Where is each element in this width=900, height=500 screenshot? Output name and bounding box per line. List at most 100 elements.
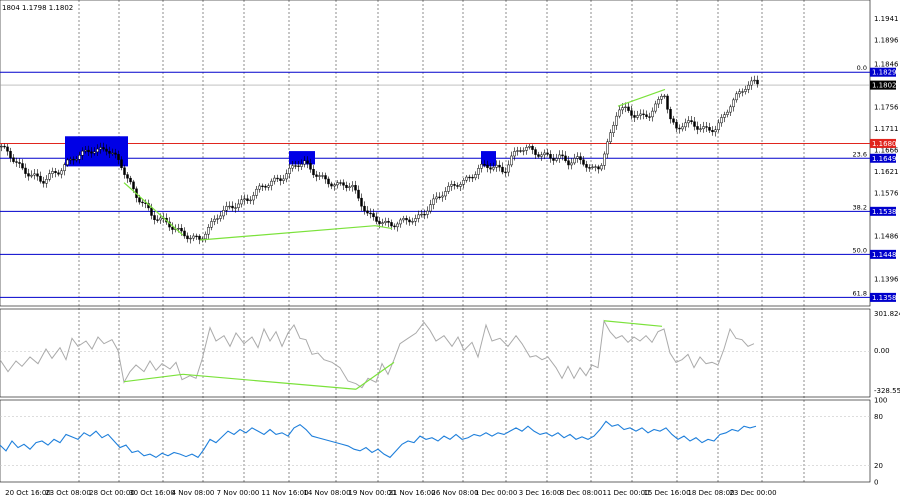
candle-body [294, 165, 297, 167]
oscillator-pane-frame [0, 399, 871, 483]
candle-body [33, 173, 36, 176]
candle-body [627, 106, 630, 111]
level-tag [870, 206, 896, 216]
candle-body [576, 156, 579, 159]
candle-body [690, 120, 693, 122]
candle-body [540, 154, 543, 157]
oscillator-tick-label: 0 [874, 479, 878, 487]
candle-body [258, 185, 261, 190]
candle-body [435, 196, 438, 200]
candle-body [342, 182, 345, 186]
fib-ratio-label: 50.0 [853, 246, 867, 254]
cci-pane: 301.8242 0.00 -328.551 [0, 308, 900, 398]
candle-body [270, 180, 273, 186]
candle-body [321, 175, 324, 177]
candle-body [81, 150, 84, 156]
candle-body [675, 122, 678, 129]
cci-divergence-trendline [123, 373, 184, 383]
level-tag [870, 153, 896, 163]
candle-body [153, 215, 156, 220]
candle-body [729, 106, 732, 113]
fib-ratio-label: 61.8 [853, 289, 867, 297]
candle-body [723, 114, 726, 118]
candle-body [423, 214, 426, 216]
candle-body [738, 91, 741, 95]
candle-body [753, 79, 756, 82]
candle-body [369, 212, 372, 215]
candle-body [75, 159, 78, 161]
time-tick-label: 8 Dec 08:00 [560, 489, 603, 497]
candle-body [408, 219, 411, 223]
candle-body [414, 218, 417, 222]
candle-body [402, 218, 405, 221]
candle-body [225, 206, 228, 211]
price-tick-label: 1.1711 [874, 125, 899, 133]
candle-body [273, 177, 276, 182]
price-tick-label: 1.1396 [874, 276, 899, 284]
time-tick-label: 15 Dec 16:00 [643, 489, 690, 497]
candle-body [498, 164, 501, 168]
candle-body [180, 227, 183, 232]
candle-body [102, 147, 105, 150]
candle-body [477, 168, 480, 175]
candle-body [405, 218, 408, 221]
candle-body [711, 130, 714, 133]
candle-body [429, 204, 432, 212]
candle-body [687, 120, 690, 124]
candle-body [543, 152, 546, 156]
fib-ratio-label: 38.2 [853, 203, 867, 211]
candle-body [276, 177, 279, 180]
candle-body [567, 160, 570, 166]
candle-body [132, 181, 135, 190]
candle-body [501, 166, 504, 173]
candle-body [45, 179, 48, 184]
candle-body [213, 218, 216, 222]
candle-body [438, 196, 441, 198]
candle-body [39, 175, 42, 182]
candle-body [381, 222, 384, 224]
candle-body [210, 221, 213, 228]
candle-body [312, 169, 315, 176]
candle-body [6, 146, 9, 152]
candle-body [21, 163, 24, 169]
candle-body [249, 199, 252, 202]
candle-body [609, 132, 612, 143]
candle-body [231, 205, 234, 209]
candle-body [741, 91, 744, 93]
price-axis: 1.19411.18961.18461.17561.17111.16661.16… [874, 15, 899, 284]
candle-body [732, 99, 735, 108]
candle-body [0, 145, 3, 148]
candle-body [390, 222, 393, 227]
time-tick-label: 1 Dec 00:00 [475, 489, 518, 497]
candle-body [129, 177, 132, 183]
candle-body [516, 150, 519, 152]
candle-body [189, 237, 192, 240]
candle-body [708, 127, 711, 131]
candle-body [120, 159, 123, 168]
level-tags: 1.1829 0.0 1.1802 1.1680 1.1649 23.6 1.1538 38.… [853, 64, 897, 302]
candle-body [12, 157, 15, 162]
candle-body [237, 203, 240, 208]
candle-body [297, 165, 300, 167]
oscillator-tick-label: 100 [874, 397, 887, 405]
candle-body [597, 166, 600, 170]
fib-ratio-label: 0.0 [857, 64, 867, 72]
candle-body [411, 221, 414, 223]
candle-body [15, 161, 18, 163]
candle-body [450, 184, 453, 187]
candle-body [681, 126, 684, 130]
candle-body [285, 173, 288, 180]
candle-body [393, 225, 396, 228]
divergence-trendline [617, 88, 666, 107]
candle-body [171, 226, 174, 230]
candle-body [159, 217, 162, 221]
divergence-trendline [123, 182, 184, 236]
candle-body [630, 110, 633, 116]
oscillator-tick-label: 80 [874, 413, 883, 421]
candle-body [195, 235, 198, 238]
candle-body [396, 223, 399, 228]
level-tag [870, 138, 896, 148]
candle-body [207, 227, 210, 235]
candle-body [459, 184, 462, 187]
level-tag [870, 249, 896, 259]
